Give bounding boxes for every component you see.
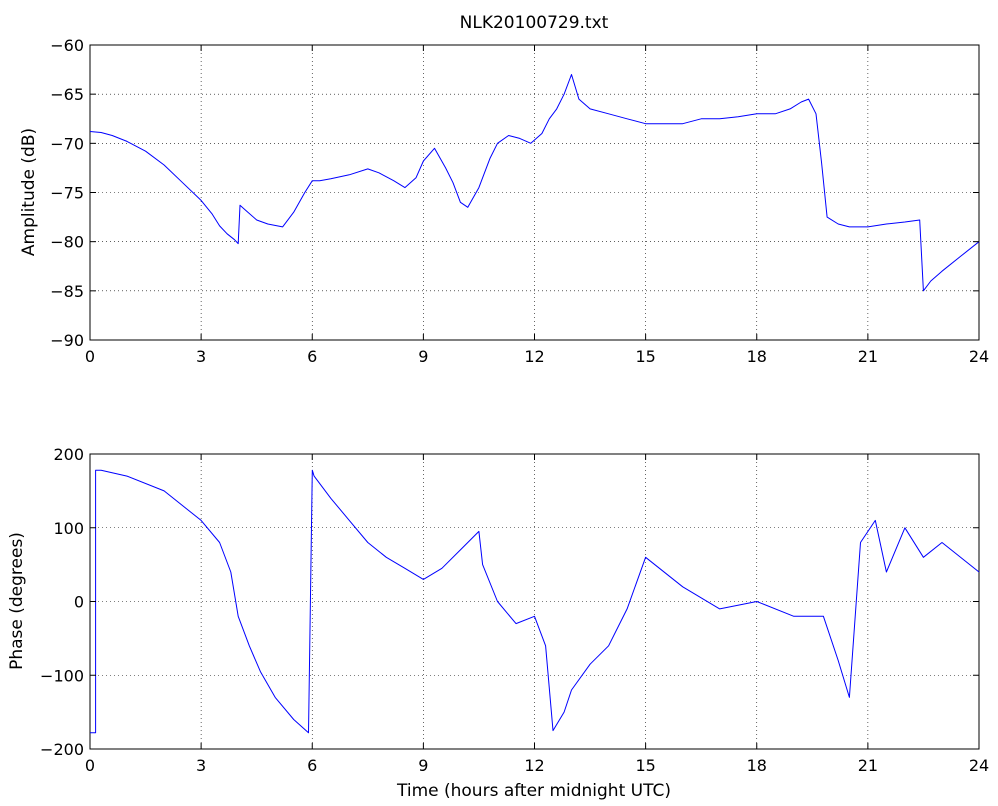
amplitude-x-tick-label: 18 (747, 347, 767, 366)
amplitude-y-tick-label: −80 (50, 233, 84, 252)
amplitude-x-tick-label: 3 (196, 347, 206, 366)
amplitude-y-tick-label: −75 (50, 184, 84, 203)
amplitude-x-tick-label: 0 (85, 347, 95, 366)
phase-x-tick-label: 24 (969, 756, 989, 775)
phase-x-tick-label: 9 (418, 756, 428, 775)
phase-x-tick-label: 21 (858, 756, 878, 775)
amplitude-y-tick-label: −60 (50, 36, 84, 55)
phase-x-tick-label: 3 (196, 756, 206, 775)
phase-y-tick-label: 100 (53, 519, 84, 538)
phase-y-tick-label: −200 (40, 740, 84, 759)
phase-y-tick-label: −100 (40, 666, 84, 685)
amplitude-x-tick-label: 9 (418, 347, 428, 366)
phase-x-tick-label: 18 (747, 756, 767, 775)
phase-y-ticks: 200 100 0 −100 −200 (40, 445, 979, 759)
amplitude-x-ticks: 0 3 6 9 12 15 18 21 24 (85, 45, 989, 366)
amplitude-plot-area (89, 74, 980, 292)
phase-plot-area (90, 469, 980, 734)
phase-x-axis-label: Time (hours after midnight UTC) (396, 781, 671, 801)
amplitude-y-ticks: −60 −65 −70 −75 −80 −85 −90 (50, 36, 979, 350)
phase-series-line (90, 469, 980, 734)
amplitude-y-axis-label: Amplitude (dB) (19, 128, 39, 256)
amplitude-x-tick-label: 24 (969, 347, 989, 366)
phase-x-tick-label: 0 (85, 756, 95, 775)
amplitude-x-tick-label: 15 (635, 347, 655, 366)
amplitude-y-tick-label: −85 (50, 282, 84, 301)
amplitude-x-tick-label: 6 (307, 347, 317, 366)
phase-x-tick-label: 15 (635, 756, 655, 775)
amplitude-chart-title: NLK20100729.txt (460, 13, 609, 33)
amplitude-plot: NLK20100729.txt 0 3 6 9 12 15 18 21 24 −60 −65 −70… (19, 13, 989, 366)
phase-gridlines (90, 454, 979, 749)
phase-y-tick-label: 200 (53, 445, 84, 464)
amplitude-gridlines (90, 45, 979, 340)
phase-x-tick-label: 12 (524, 756, 544, 775)
amplitude-y-tick-label: −70 (50, 134, 84, 153)
phase-x-ticks: 0 3 6 9 12 15 18 21 24 (85, 454, 989, 775)
phase-y-axis-label: Phase (degrees) (7, 532, 27, 670)
phase-y-tick-label: 0 (74, 593, 84, 612)
amplitude-series-line (89, 74, 980, 292)
amplitude-y-tick-label: −65 (50, 85, 84, 104)
amplitude-y-tick-label: −90 (50, 331, 84, 350)
amplitude-x-tick-label: 21 (858, 347, 878, 366)
phase-plot: 0 3 6 9 12 15 18 21 24 200 100 0 −100 −200 Phase (de… (7, 445, 989, 801)
phase-x-tick-label: 6 (307, 756, 317, 775)
amplitude-x-tick-label: 12 (524, 347, 544, 366)
